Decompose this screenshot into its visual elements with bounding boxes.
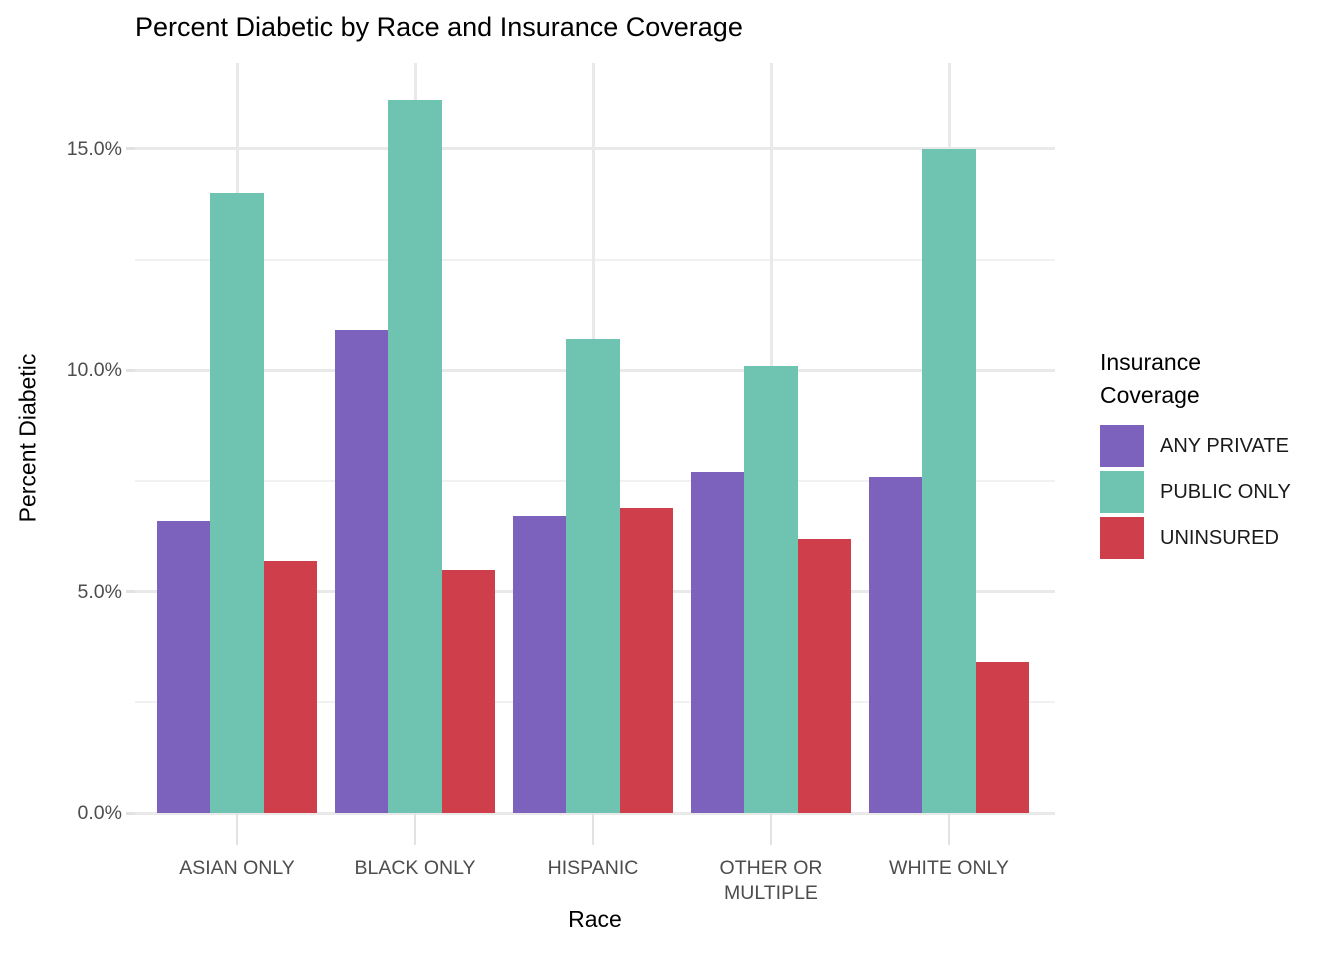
legend-label-any-private: ANY PRIVATE [1160,434,1289,457]
legend-item-uninsured: UNINSURED [1100,517,1330,559]
y-tick-label: 0.0% [77,802,122,824]
y-tick-label: 5.0% [77,580,122,603]
legend-items: ANY PRIVATE PUBLIC ONLY UNINSURED [1100,425,1330,559]
y-axis-tick [126,811,135,815]
bar-hispanic-any-private [512,516,567,813]
bar-hispanic-uninsured [619,507,674,813]
bar-other-or-multiple-any-private [690,472,745,813]
x-tick-label-asian-only: ASIAN ONLY [179,857,295,879]
legend-swatch-any-private [1100,425,1144,467]
bar-other-or-multiple-uninsured [797,538,852,813]
legend-label-uninsured: UNINSURED [1160,526,1279,549]
bar-white-only-uninsured [975,662,1030,813]
x-tick-label-other-or-multiple: OTHER OR MULTIPLE [719,857,823,904]
legend-item-public-only: PUBLIC ONLY [1100,471,1330,513]
y-tick-label: 10.0% [66,359,122,382]
bar-asian-only-public-only [210,193,264,813]
gridline-major [135,147,1055,151]
legend-item-any-private: ANY PRIVATE [1100,425,1330,467]
bar-white-only-any-private [868,476,923,813]
y-axis-title: Percent Diabetic [14,353,41,523]
x-axis-tick [592,813,594,845]
bar-asian-only-any-private [156,520,211,813]
bar-other-or-multiple-public-only [744,365,798,813]
legend-title: Insurance Coverage [1100,349,1202,408]
bar-hispanic-public-only [566,339,620,813]
chart-title: Percent Diabetic by Race and Insurance C… [135,12,743,42]
x-axis-title: Race [568,906,622,932]
x-axis-tick [770,813,772,845]
x-axis-tick [236,813,238,845]
bar-asian-only-uninsured [263,560,318,813]
bar-black-only-public-only [388,100,442,813]
x-axis-tick [414,813,416,845]
bar-black-only-any-private [334,330,389,813]
x-tick-label-black-only: BLACK ONLY [354,857,476,879]
x-tick-label-hispanic: HISPANIC [547,857,639,879]
y-tick-label: 15.0% [66,137,122,160]
x-axis-tick [948,813,950,845]
gridline-minor [135,258,1055,261]
legend-label-public-only: PUBLIC ONLY [1160,480,1291,503]
legend-swatch-uninsured [1100,517,1144,559]
legend: Insurance Coverage ANY PRIVATE PUBLIC ONL… [1100,346,1330,563]
legend-swatch-public-only [1100,471,1144,513]
x-tick-label-white-only: WHITE ONLY [889,857,1009,879]
bar-black-only-uninsured [441,569,496,813]
gridline-major [135,811,1055,815]
y-axis-tick [126,147,135,151]
bar-white-only-public-only [922,148,976,813]
y-axis-tick [126,590,135,594]
plot-panel [126,63,1055,845]
y-axis-tick [126,368,135,372]
